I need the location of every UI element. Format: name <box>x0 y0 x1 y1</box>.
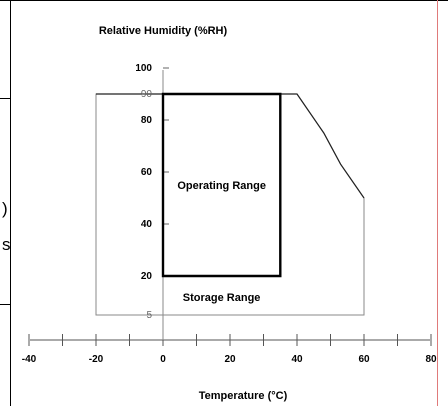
x-tick-label: 20 <box>224 354 236 365</box>
x-tick-label: 0 <box>160 354 166 365</box>
y-tick-label: 20 <box>141 271 153 282</box>
x-tick-label: 40 <box>291 354 303 365</box>
top-border-line <box>0 0 448 1</box>
x-axis-title: Temperature (°C) <box>199 390 288 402</box>
y-tick-label-extra: 5 <box>146 310 152 321</box>
y-axis-title: Relative Humidity (%RH) <box>99 25 228 37</box>
x-tick-label: 60 <box>358 354 370 365</box>
regions <box>95 92 365 316</box>
x-tick-label: 80 <box>425 354 437 365</box>
y-tick-label: 100 <box>135 63 152 74</box>
y-tick-label: 80 <box>141 115 153 126</box>
y-tick-label-extra: 90 <box>141 89 153 100</box>
cut-off-paren: ) <box>2 199 8 218</box>
right-margin-line <box>437 0 438 406</box>
operating-range-area <box>161 92 282 278</box>
y-tick-label: 40 <box>141 219 153 230</box>
left-border-line <box>10 0 11 406</box>
storage-range-label: Storage Range <box>183 292 261 304</box>
operating-range-label: Operating Range <box>177 180 266 192</box>
x-tick-label: -20 <box>89 354 104 365</box>
y-tick-label: 60 <box>141 167 153 178</box>
cut-off-letter: s <box>2 235 11 254</box>
table-rule-upper <box>0 98 11 99</box>
table-rule-lower <box>0 304 11 305</box>
x-tick-label: -40 <box>22 354 37 365</box>
axes <box>28 67 432 346</box>
labels: -40 -20 0 20 40 60 80 20 40 60 80 100 5 90 Operating R… <box>22 25 437 402</box>
storage-range-area <box>95 93 365 316</box>
